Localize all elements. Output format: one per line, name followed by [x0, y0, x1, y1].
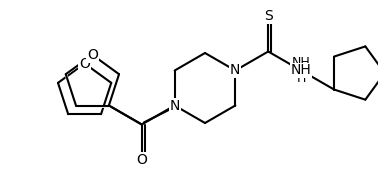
Text: N: N	[230, 64, 240, 77]
Text: S: S	[264, 9, 273, 24]
Text: NH: NH	[291, 64, 311, 77]
Text: NH
H: NH H	[292, 56, 310, 85]
Text: O: O	[87, 48, 98, 62]
Text: O: O	[79, 56, 90, 71]
Text: N: N	[169, 98, 180, 113]
Text: O: O	[136, 153, 147, 167]
